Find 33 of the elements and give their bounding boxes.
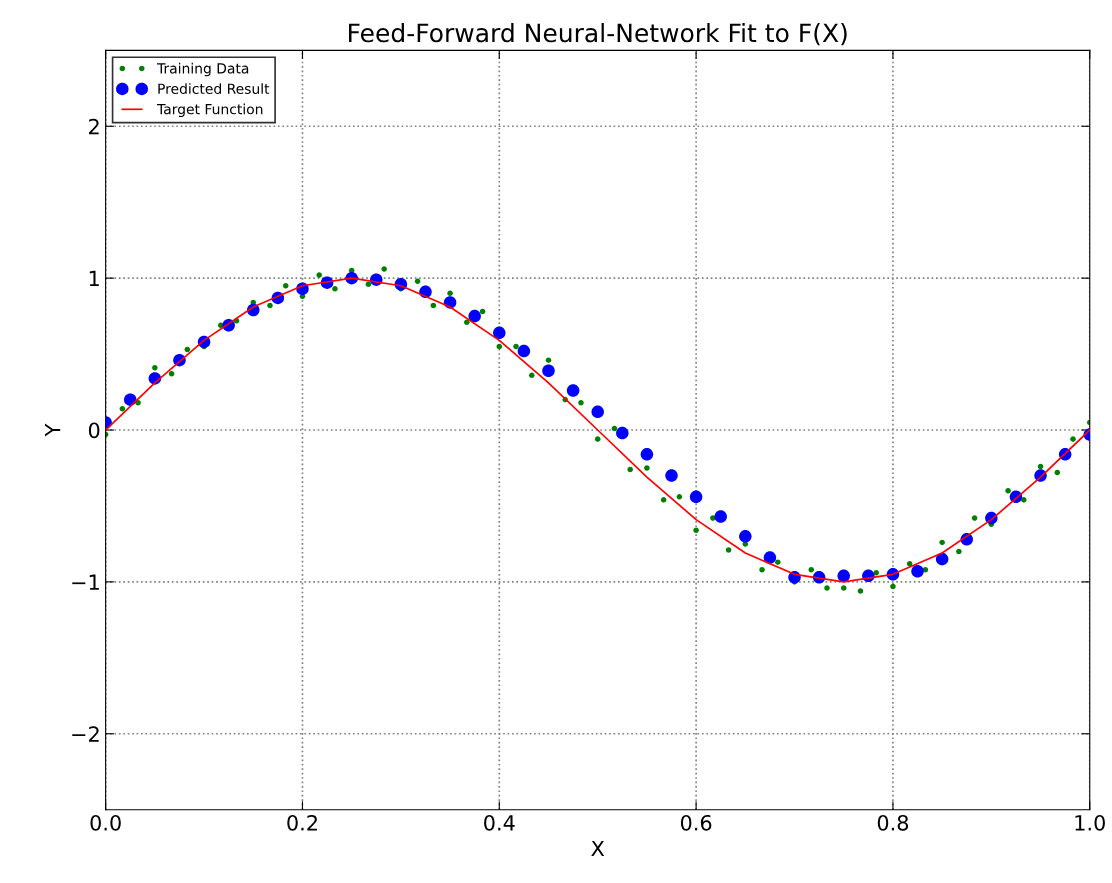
y-tick-label: −1 bbox=[72, 574, 99, 590]
point bbox=[665, 469, 678, 482]
y-axis-title: Y bbox=[44, 423, 61, 437]
x-axis-title: X bbox=[591, 840, 605, 857]
point bbox=[640, 448, 654, 461]
point bbox=[714, 510, 727, 523]
y-tick-label: −2 bbox=[72, 726, 99, 742]
x-tick-label: 0.8 bbox=[877, 814, 909, 831]
point bbox=[517, 344, 531, 358]
point bbox=[591, 405, 604, 419]
x-tick-label: 1.0 bbox=[1075, 814, 1105, 831]
legend-label: Predicted Result bbox=[158, 83, 270, 94]
point bbox=[763, 551, 777, 564]
y-tick-label: 0 bbox=[88, 422, 100, 439]
point bbox=[935, 552, 949, 566]
x-tick-label: 0.2 bbox=[287, 814, 317, 831]
point bbox=[739, 530, 752, 543]
chart-title: Feed-Forward Neural-Network Fit to F(X) bbox=[349, 23, 847, 46]
point bbox=[616, 426, 629, 440]
point bbox=[493, 326, 506, 340]
x-tick-label: 0.6 bbox=[680, 814, 712, 831]
point bbox=[542, 364, 555, 378]
y-tick-label: 1 bbox=[89, 270, 99, 287]
point bbox=[689, 490, 703, 504]
point bbox=[911, 565, 924, 578]
legend-label: Training Data bbox=[156, 62, 249, 77]
y-tick-label: 2 bbox=[89, 118, 99, 135]
legend-label: Target Function bbox=[156, 103, 263, 118]
x-tick-label: 0.0 bbox=[90, 814, 121, 831]
x-tick-label: 0.4 bbox=[484, 814, 515, 831]
point bbox=[837, 569, 850, 583]
point bbox=[468, 309, 481, 323]
point bbox=[566, 384, 580, 397]
